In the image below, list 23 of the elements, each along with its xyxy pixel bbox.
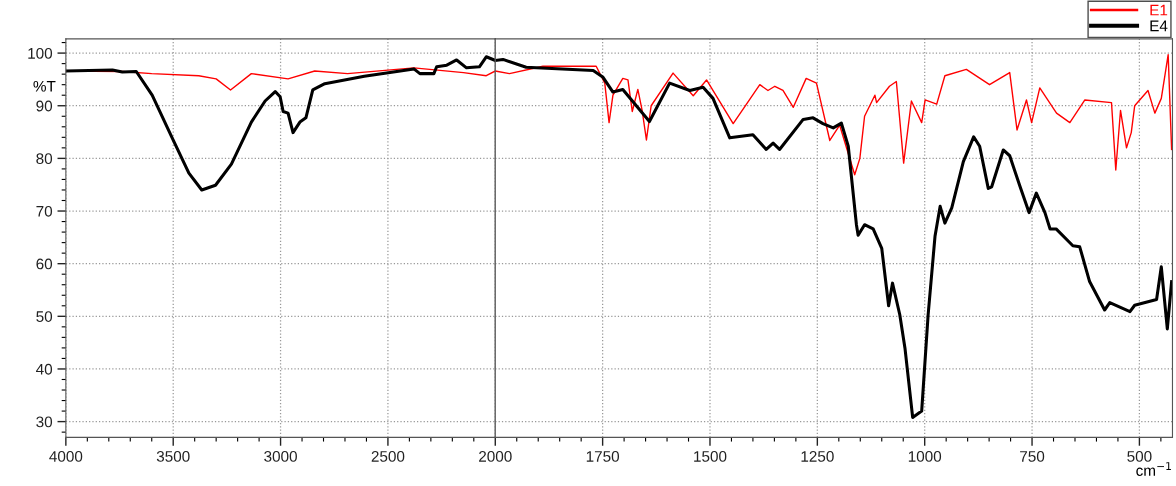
legend-label: E4 (1150, 20, 1168, 32)
y-tick-label: 50 (36, 311, 53, 322)
x-tick-label: 4000 (49, 451, 83, 462)
y-tick-label: 60 (36, 258, 53, 270)
x-tick-label: 3500 (156, 451, 190, 462)
y-tick-label: 90 (36, 100, 53, 112)
legend-label: E1 (1150, 4, 1168, 16)
y-tick-label: 100 (28, 47, 53, 59)
x-tick-label: 750 (1020, 451, 1045, 462)
x-tick-label: 1500 (694, 451, 727, 462)
y-tick-label: 70 (36, 205, 53, 217)
x-tick-label: 1250 (801, 451, 834, 462)
y-axis-title: %T (33, 80, 56, 92)
x-tick-label: 2000 (479, 451, 512, 462)
x-tick-label: 1750 (586, 451, 620, 462)
x-axis-title: cm$^{−1}$ (1136, 462, 1171, 476)
y-tick-label: 40 (36, 363, 53, 375)
x-tick-label: 2500 (371, 451, 405, 462)
x-tick-label: 1000 (908, 451, 942, 462)
y-tick-label: 80 (36, 153, 53, 165)
x-tick-label: 500 (1127, 451, 1152, 462)
y-tick-label: 30 (36, 416, 53, 428)
x-tick-label: 3000 (264, 451, 297, 462)
